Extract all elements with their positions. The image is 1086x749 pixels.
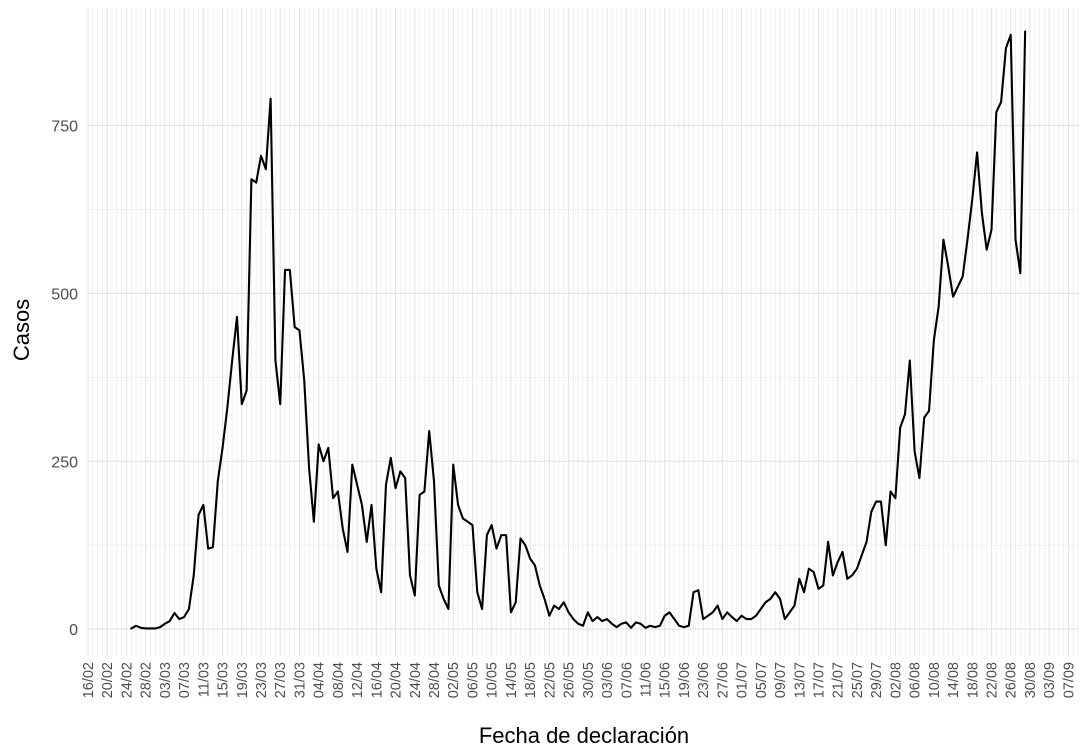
series-layer <box>130 30 1027 630</box>
x-tick-label: 26/08 <box>1004 662 1020 698</box>
x-tick-label: 06/05 <box>465 662 481 698</box>
x-tick-label: 03/06 <box>600 662 616 698</box>
y-tick-label: 750 <box>51 119 78 136</box>
x-tick-label: 22/08 <box>984 662 1000 698</box>
x-tick-label: 27/06 <box>715 662 731 698</box>
x-tick-label: 19/03 <box>235 662 251 698</box>
x-tick-label: 26/05 <box>562 662 578 698</box>
x-tick-label: 28/04 <box>427 662 443 698</box>
minor-gridlines <box>87 8 1079 656</box>
x-tick-label: 25/07 <box>850 662 866 698</box>
x-tick-label: 18/08 <box>965 662 981 698</box>
x-tick-label: 01/07 <box>735 662 751 698</box>
x-tick-label: 07/09 <box>1061 662 1077 698</box>
y-axis-title: Casos <box>9 299 34 361</box>
x-tick-label: 28/02 <box>139 662 155 698</box>
x-tick-label: 12/04 <box>350 662 366 698</box>
y-tick-label: 500 <box>51 286 78 303</box>
x-tick-label: 15/03 <box>216 662 232 698</box>
x-tick-label: 10/05 <box>485 662 501 698</box>
x-tick-label: 04/04 <box>312 662 328 698</box>
x-tick-label: 14/05 <box>504 662 520 698</box>
x-tick-label: 03/09 <box>1042 662 1058 698</box>
x-tick-label: 23/03 <box>254 662 270 698</box>
x-tick-label: 09/07 <box>773 662 789 698</box>
y-tick-label: 0 <box>69 622 78 639</box>
x-axis-tick-labels: 16/02 20/02 24/02 28/02 03/03 07/03 11/03 15/03… <box>81 662 1077 698</box>
x-tick-label: 17/07 <box>811 662 827 698</box>
x-tick-label: 10/08 <box>927 662 943 698</box>
y-axis-tick-labels: 0 250 500 750 <box>51 119 78 640</box>
x-tick-label: 06/08 <box>908 662 924 698</box>
x-tick-label: 31/03 <box>292 662 308 698</box>
x-axis-title: Fecha de declaración <box>479 723 689 748</box>
x-tick-label: 16/04 <box>369 662 385 698</box>
x-tick-label: 05/07 <box>754 662 770 698</box>
x-tick-label: 16/02 <box>81 662 97 698</box>
y-tick-label: 250 <box>51 454 78 471</box>
x-tick-label: 30/05 <box>581 662 597 698</box>
x-tick-label: 02/08 <box>888 662 904 698</box>
x-tick-label: 24/04 <box>408 662 424 698</box>
x-tick-label: 24/02 <box>119 662 135 698</box>
x-tick-label: 15/06 <box>658 662 674 698</box>
x-tick-label: 03/03 <box>158 662 174 698</box>
x-tick-label: 19/06 <box>677 662 693 698</box>
x-tick-label: 20/02 <box>100 662 116 698</box>
x-tick-label: 21/07 <box>831 662 847 698</box>
x-tick-label: 22/05 <box>542 662 558 698</box>
x-tick-label: 30/08 <box>1023 662 1039 698</box>
x-tick-label: 29/07 <box>869 662 885 698</box>
x-tick-label: 23/06 <box>696 662 712 698</box>
x-tick-label: 07/03 <box>177 662 193 698</box>
x-tick-label: 07/06 <box>619 662 635 698</box>
x-tick-label: 27/03 <box>273 662 289 698</box>
x-tick-label: 13/07 <box>792 662 808 698</box>
series-line <box>130 30 1027 630</box>
x-tick-label: 11/06 <box>638 662 654 697</box>
x-tick-label: 14/08 <box>946 662 962 698</box>
x-tick-label: 08/04 <box>331 662 347 698</box>
x-tick-label: 20/04 <box>389 662 405 698</box>
x-tick-label: 02/05 <box>446 662 462 698</box>
x-tick-label: 11/03 <box>196 662 212 697</box>
x-tick-label: 18/05 <box>523 662 539 698</box>
